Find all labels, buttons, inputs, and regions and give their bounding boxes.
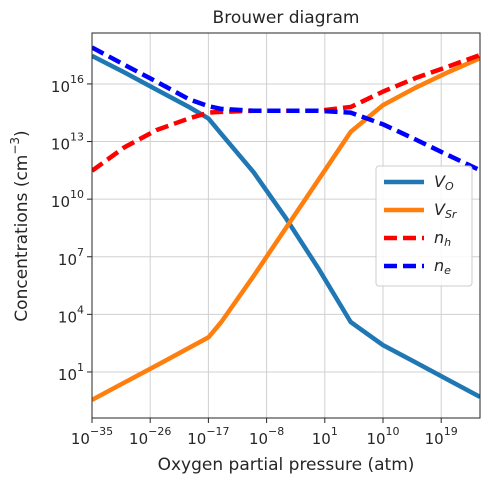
y-tick-label: 1016 [51, 73, 84, 96]
x-tick-label: 10−17 [187, 425, 229, 448]
chart-title: Brouwer diagram [213, 8, 360, 28]
series-line [92, 53, 480, 399]
x-axis-label: Oxygen partial pressure (atm) [158, 455, 415, 475]
x-tick-label: 10−8 [249, 425, 284, 448]
legend-box [375, 165, 473, 287]
series-line [92, 56, 480, 402]
y-tick-label: 104 [58, 303, 84, 326]
x-tick-label: 101 [312, 425, 338, 448]
x-tick-label: 10−35 [71, 425, 113, 448]
x-tick-label: 1010 [366, 425, 399, 448]
y-tick-label: 101 [58, 361, 84, 384]
legend-label: VO [434, 172, 454, 194]
y-axis-label: Concentrations (cm−3) [8, 130, 33, 321]
legend-label: ne [434, 256, 451, 278]
x-tick-label: 1019 [425, 425, 458, 448]
series-line [92, 45, 480, 173]
legend-label: nh [434, 228, 451, 250]
plot-frame [91, 32, 481, 419]
legend-label: VSr [434, 200, 458, 222]
y-tick-label: 1010 [51, 188, 84, 211]
y-tick-label: 1013 [51, 131, 84, 154]
y-tick-label: 107 [58, 246, 84, 269]
x-tick-label: 10−26 [129, 425, 171, 448]
